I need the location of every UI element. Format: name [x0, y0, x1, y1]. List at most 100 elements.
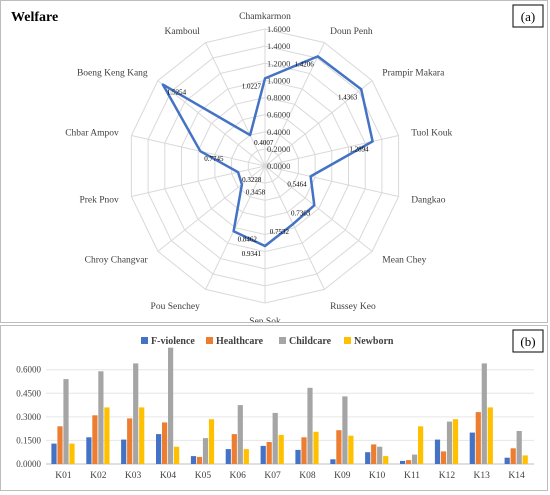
radar-category-label: Chbar Ampov — [65, 129, 119, 139]
radar-value-label: 0.7532 — [270, 228, 290, 236]
bar-xtick-label: K12 — [439, 471, 456, 481]
bar — [400, 460, 406, 464]
bar — [377, 446, 383, 464]
bar-xtick-label: K08 — [299, 471, 316, 481]
radar-category-label: Boeng Keng Kang — [77, 69, 148, 79]
radar-category-label: Prek Pnov — [79, 195, 119, 205]
bar — [418, 426, 424, 464]
bar — [446, 421, 453, 464]
legend-swatch — [141, 337, 148, 344]
bar — [412, 454, 418, 464]
radar-chart: Welfare (a) 0.0000 0.2000 0.4000 0.6000 0.80… — [11, 4, 544, 327]
bar-ytick-label: 0.6000 — [16, 365, 41, 375]
bar-xtick-label: K06 — [230, 471, 247, 481]
radar-spoke — [131, 165, 266, 197]
bar-xtick-label: K01 — [55, 471, 72, 481]
legend-swatch — [279, 337, 286, 344]
bar — [121, 439, 127, 464]
radar-spoke — [264, 165, 325, 290]
bar — [51, 443, 57, 464]
bar — [237, 405, 243, 464]
bar — [475, 412, 481, 464]
radar-value-label: 0.4007 — [254, 139, 274, 147]
bar — [133, 363, 139, 464]
radar-category-label: Russey Keo — [330, 302, 376, 312]
radar-rtick-label: 0.0000 — [267, 161, 290, 171]
bar — [225, 449, 231, 464]
bar — [63, 379, 69, 464]
bar — [190, 456, 197, 464]
chart-title: Welfare — [11, 10, 58, 25]
bar — [196, 456, 203, 464]
bar-ytick-label: 0.0000 — [16, 459, 41, 469]
bar — [127, 418, 133, 464]
radar-category-label: Tuol Kouk — [411, 129, 452, 139]
bar — [342, 396, 348, 464]
bar — [383, 456, 389, 464]
radar-value-label: 0.3458 — [246, 189, 266, 197]
radar-value-label: 0.3228 — [242, 176, 262, 184]
legend-label: Childcare — [289, 336, 332, 347]
legend-label: Newborn — [354, 336, 394, 347]
bar — [139, 407, 145, 464]
bar — [162, 422, 168, 464]
bar — [336, 430, 342, 464]
legend-label: Healthcare — [216, 336, 264, 347]
bar-xtick-label: K07 — [264, 471, 281, 481]
bar — [481, 363, 487, 464]
radar-value-label: 0.8462 — [238, 235, 258, 243]
bar-ytick-label: 0.3000 — [16, 412, 41, 422]
radar-category-label: Mean Chey — [382, 256, 426, 266]
bar — [348, 435, 354, 464]
radar-value-label: 1.4363 — [338, 93, 358, 101]
legend-swatch — [206, 337, 213, 344]
radar-category-label: Sen Sok — [249, 317, 281, 322]
legend-label: F-violence — [151, 336, 195, 347]
bar — [98, 371, 104, 464]
radar-value-label: 0.5464 — [287, 180, 307, 188]
radar-value-label: 1.5254 — [167, 89, 187, 97]
radar-spoke — [157, 80, 266, 167]
radar-rtick-label: 1.6000 — [267, 24, 290, 34]
bar — [371, 444, 377, 464]
radar-spoke — [264, 165, 399, 197]
panel-b-bar: (b) F-violence Healthcare Childcare Newborn… — [0, 325, 548, 491]
radar-category-label: Doun Penh — [330, 27, 373, 37]
panel-a-label: (a) — [521, 9, 535, 24]
bar-xtick-label: K05 — [195, 471, 212, 481]
radar-category-label: Kamboul — [165, 27, 201, 37]
radar-value-label: 1.2894 — [349, 145, 369, 153]
bar — [272, 412, 278, 464]
bar — [406, 460, 412, 464]
radar-rtick-label: 1.2000 — [267, 58, 290, 68]
bar — [243, 449, 249, 464]
bar-chart: (b) F-violence Healthcare Childcare Newborn… — [16, 329, 544, 481]
radar-spoke — [264, 80, 373, 167]
bar — [156, 434, 162, 464]
bar — [522, 455, 528, 464]
radar-value-label: 0.9341 — [242, 250, 262, 258]
bar — [231, 434, 237, 464]
radar-category-label: Prampir Makara — [382, 69, 445, 79]
radar-category-label: Chamkarmon — [239, 12, 291, 22]
panel-a-label-box — [512, 4, 544, 28]
panel-b-label: (b) — [520, 334, 535, 349]
bar — [487, 407, 493, 464]
bar — [104, 407, 110, 464]
radar-category-label: Dangkao — [411, 195, 446, 205]
radar-value-label: 1.0227 — [242, 82, 262, 90]
bar — [266, 442, 272, 464]
bar — [365, 452, 371, 464]
bar — [510, 448, 516, 464]
bar — [174, 446, 180, 464]
radar-value-label: 1.4206 — [295, 60, 315, 68]
bar — [307, 387, 313, 464]
bar — [434, 439, 441, 464]
bar — [202, 438, 209, 464]
radar-rtick-label: 0.4000 — [267, 127, 290, 137]
bar-xtick-label: K11 — [404, 471, 420, 481]
radar-value-label: 0.7363 — [291, 209, 311, 217]
panel-b-label-box — [512, 329, 544, 353]
radar-rtick-label: 0.6000 — [267, 110, 290, 120]
radar-spoke — [157, 165, 266, 252]
